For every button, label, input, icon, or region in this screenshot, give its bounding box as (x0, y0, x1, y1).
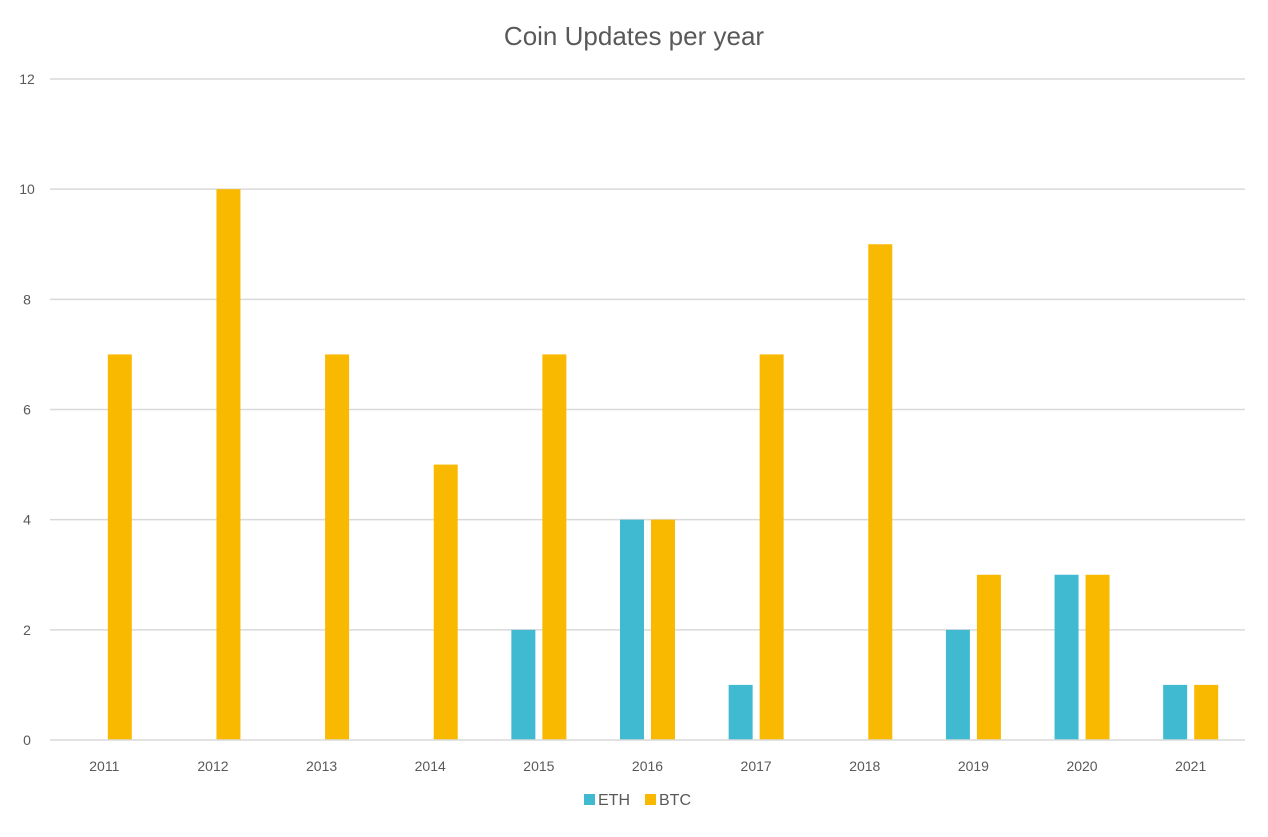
bar-eth-2019 (945, 629, 970, 740)
legend-label-btc: BTC (659, 792, 691, 809)
x-tick-label: 2020 (1066, 758, 1097, 774)
bar-btc-2014 (433, 464, 458, 740)
y-tick-label: 12 (19, 71, 35, 87)
x-tick-label: 2011 (89, 758, 119, 774)
legend-swatch-btc (645, 794, 656, 805)
y-tick-label: 6 (23, 402, 31, 418)
bar-btc-2016 (651, 519, 675, 740)
x-tick-label: 2015 (523, 758, 554, 774)
legend: ETH BTC (584, 792, 691, 809)
bar-eth-2016 (620, 519, 644, 740)
bar-btc-2015 (542, 354, 567, 740)
bar-eth-2017 (728, 684, 753, 740)
x-tick-label: 2014 (415, 758, 446, 774)
x-tick-label: 2019 (958, 758, 989, 774)
y-tick-label: 8 (23, 291, 31, 307)
legend-swatch-eth (584, 794, 595, 805)
bar-eth-2015 (511, 629, 536, 740)
bar-btc-2017 (759, 354, 784, 740)
x-tick-label: 2018 (849, 758, 880, 774)
chart-title: Coin Updates per year (504, 21, 764, 51)
y-tick-label: 10 (19, 181, 35, 197)
legend-label-eth: ETH (598, 792, 630, 809)
bar-btc-2020 (1085, 574, 1110, 740)
x-axis-ticks: 2011 2012 2013 2014 2015 2016 2017 2018 2019 2020… (89, 758, 1206, 774)
x-tick-label: 2017 (741, 758, 772, 774)
y-tick-label: 0 (23, 732, 31, 748)
bar-btc-2018 (868, 244, 893, 740)
bars (107, 189, 1219, 740)
x-tick-label: 2012 (197, 758, 228, 774)
bar-btc-2021 (1194, 684, 1219, 740)
bar-btc-2013 (325, 354, 350, 740)
bar-btc-2019 (976, 574, 1001, 740)
x-tick-label: 2013 (306, 758, 337, 774)
y-tick-label: 2 (23, 622, 31, 638)
bar-btc-2011 (107, 354, 132, 740)
y-axis-ticks: 0 2 4 6 8 10 12 (19, 71, 35, 748)
y-tick-label: 4 (23, 512, 31, 528)
bar-eth-2021 (1163, 684, 1188, 740)
gridlines (50, 78, 1245, 631)
bar-eth-2020 (1054, 574, 1079, 740)
bar-btc-2012 (216, 189, 241, 740)
x-tick-label: 2016 (632, 758, 663, 774)
x-tick-label: 2021 (1175, 758, 1206, 774)
